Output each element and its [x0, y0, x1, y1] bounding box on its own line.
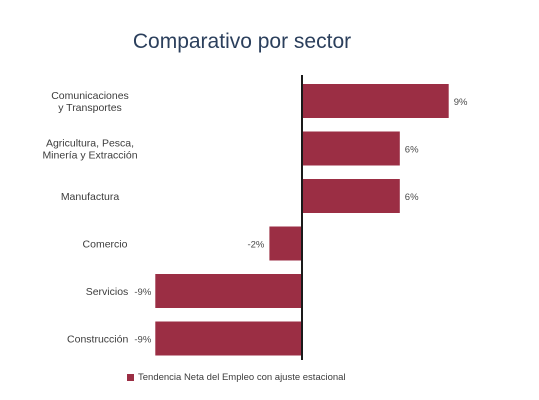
- category-label: Servicios: [86, 286, 129, 298]
- value-label: -9%: [134, 287, 151, 298]
- bar-0: [302, 84, 449, 118]
- category-label: Construcción: [67, 334, 128, 346]
- category-label: Manufactura: [61, 191, 120, 203]
- bar-5: [155, 321, 302, 356]
- bar-2: [302, 179, 400, 213]
- legend-swatch: [127, 374, 134, 381]
- value-label: 6%: [405, 192, 419, 203]
- category-label: Comercio: [83, 239, 128, 251]
- value-label: 9%: [454, 97, 468, 108]
- bar-3: [269, 226, 302, 261]
- legend: Tendencia Neta del Empleo con ajuste est…: [127, 372, 346, 383]
- chart-title: Comparativo por sector: [132, 30, 352, 53]
- value-label: 6%: [405, 145, 419, 156]
- bar-1: [302, 131, 400, 166]
- category-label: Agricultura, Pesca, Minería y Extracción: [42, 138, 137, 162]
- category-label: Comunicaciones y Transportes: [51, 90, 129, 114]
- labels-layer: Comunicaciones y Transportes 9% Agricultura…: [42, 90, 468, 346]
- value-label: -9%: [134, 335, 151, 346]
- bars-layer: [155, 84, 449, 356]
- value-label: -2%: [247, 240, 264, 251]
- legend-label: Tendencia Neta del Empleo con ajuste est…: [138, 372, 346, 383]
- bar-4: [155, 274, 302, 308]
